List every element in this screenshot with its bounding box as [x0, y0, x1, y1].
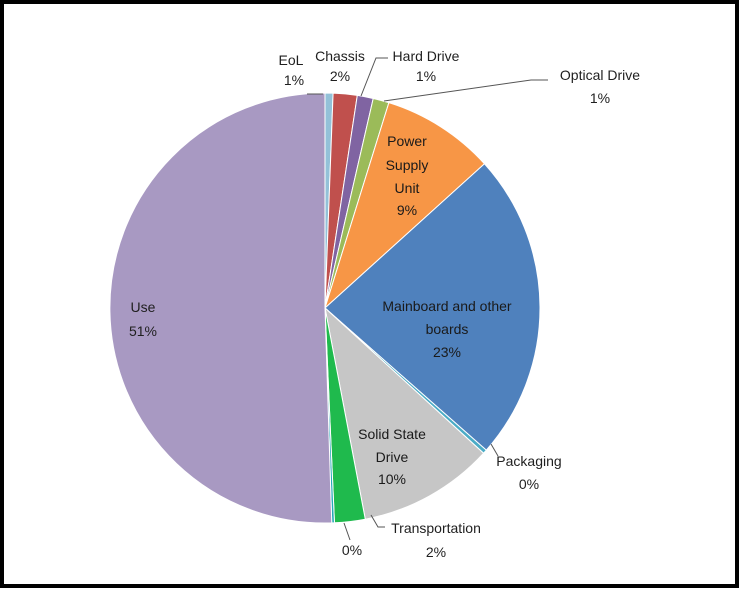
category-label-power-supply-unit: Supply — [386, 157, 429, 173]
category-label-optical-drive: Optical Drive — [560, 67, 640, 83]
leader-line-optical-drive — [383, 79, 548, 102]
category-label-transportation: Transportation — [391, 520, 481, 536]
leader-line-unlabeled-9 — [343, 522, 351, 541]
percent-label-transportation: 2% — [426, 544, 446, 560]
category-label-hard-drive: Hard Drive — [393, 48, 460, 64]
pie-chart: EoL 1% Chassis 2% Hard Drive 1% Optical Drive 1… — [109, 48, 640, 560]
slice-power-supply-unit — [323, 102, 486, 310]
leader-line-hard-drive — [360, 57, 388, 97]
category-label-power-supply-unit: Unit — [395, 180, 420, 196]
percent-label-use: 51% — [129, 323, 157, 339]
percent-label-hard-drive: 1% — [416, 68, 436, 84]
category-label-solid-state-drive: Solid State — [358, 426, 426, 442]
percent-label-optical-drive: 1% — [590, 90, 610, 106]
slice-use — [109, 92, 333, 524]
slice-mainboard-and-other-boards — [324, 163, 541, 451]
percent-label-chassis: 2% — [330, 68, 350, 84]
percent-label-solid-state-drive: 10% — [378, 471, 406, 487]
category-label-power-supply-unit: Power — [387, 133, 427, 149]
percent-label-power-supply-unit: 9% — [397, 202, 417, 218]
percent-label-unlabeled-9: 0% — [342, 542, 362, 558]
percent-label-mainboard-and-other-boards: 23% — [433, 344, 461, 360]
category-label-solid-state-drive: Drive — [376, 449, 409, 465]
percent-label-eol: 1% — [284, 72, 304, 88]
leader-line-packaging — [490, 443, 499, 457]
category-label-eol: EoL — [279, 52, 304, 68]
percent-label-packaging: 0% — [519, 476, 539, 492]
category-label-packaging: Packaging — [496, 453, 561, 469]
category-label-use: Use — [131, 299, 156, 315]
category-label-mainboard-and-other-boards: Mainboard and other — [382, 298, 512, 314]
category-label-mainboard-and-other-boards: boards — [426, 321, 469, 337]
category-label-chassis: Chassis — [315, 48, 365, 64]
leader-line-transportation — [370, 514, 385, 528]
